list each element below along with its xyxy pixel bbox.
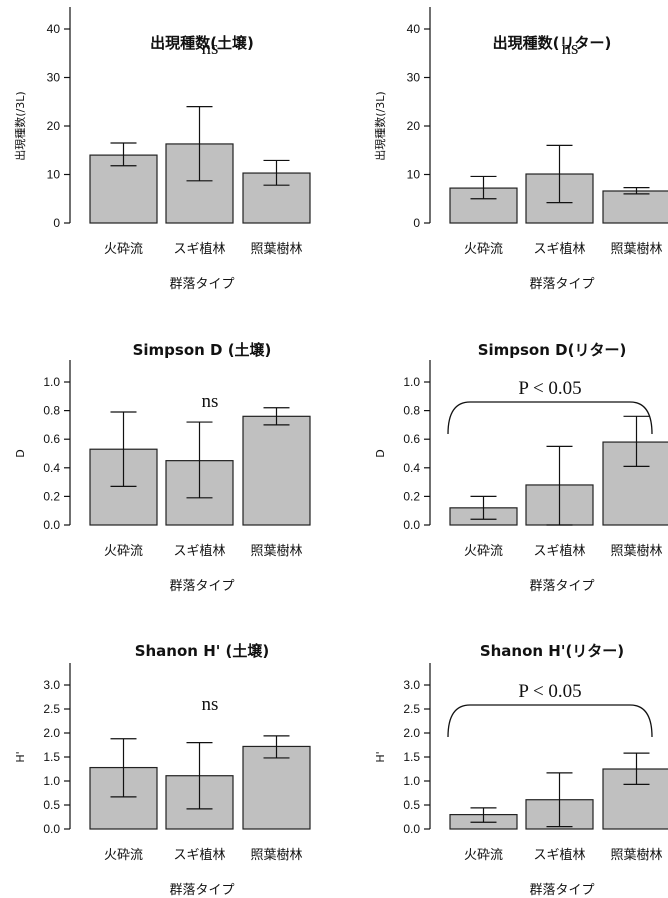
x-axis-label: 群落タイプ	[529, 579, 594, 594]
x-axis-label: 群落タイプ	[169, 883, 234, 898]
y-tick-label: 2.5	[43, 702, 60, 716]
significance-label: ns	[202, 391, 219, 412]
y-tick-label: 0.5	[43, 798, 60, 812]
y-tick-label: 0.6	[403, 432, 420, 446]
y-tick-label: 20	[407, 119, 421, 133]
x-axis-label: 群落タイプ	[169, 277, 234, 292]
y-tick-label: 0.4	[403, 461, 420, 475]
chart-title: Simpson D (土壌)	[133, 341, 272, 359]
significance-bracket	[447, 401, 653, 435]
y-tick-label: 20	[47, 119, 61, 133]
category-label: 火砕流	[464, 242, 503, 257]
y-tick-label: 0.0	[403, 822, 420, 836]
y-tick-label: 0.2	[403, 489, 420, 503]
y-axis-label: D	[14, 449, 27, 457]
y-tick-label: 1.0	[43, 774, 60, 788]
significance-label: ns	[562, 38, 579, 59]
chart-title: Shanon H' (土壌)	[135, 642, 270, 660]
y-tick-label: 0.0	[403, 518, 420, 532]
y-axis-label: H'	[14, 751, 27, 762]
chart-panel-2: 出現種数(リター) 0 10 20 30 40 出現種数(/3L) 火砕流 スギ植林 照葉樹林群落…	[373, 7, 668, 292]
significance-label: P < 0.05	[518, 681, 581, 702]
y-axis-label: H'	[374, 751, 387, 762]
chart-title: 出現種数(土壌)	[150, 34, 254, 52]
category-label: 照葉樹林	[610, 848, 662, 863]
category-label: 照葉樹林	[250, 848, 302, 863]
y-tick-label: 0.4	[43, 461, 60, 475]
category-label: スギ植林	[173, 848, 225, 863]
bar-3	[602, 190, 668, 224]
x-axis-label: 群落タイプ	[169, 579, 234, 594]
y-tick-label: 2.0	[43, 726, 60, 740]
y-tick-label: 0.2	[43, 489, 60, 503]
category-label: 火砕流	[104, 242, 143, 257]
chart-panel-6: Shanon H'(リター) 0.0 0.5 1.0 1.5 2.0 2.5 3.0 H' 火砕流…	[374, 642, 668, 898]
y-tick-label: 30	[47, 71, 61, 85]
category-label: スギ植林	[173, 544, 225, 559]
y-tick-label: 0.5	[403, 798, 420, 812]
y-axis-label: 出現種数(/3L)	[13, 91, 27, 160]
chart-panel-3: Simpson D (土壌) 0.0 0.2 0.4 0.6 0.8 1.0 D 火砕流 スギ植林…	[14, 341, 311, 594]
y-tick-label: 1.0	[403, 375, 420, 389]
significance-label: P < 0.05	[518, 378, 581, 399]
y-tick-label: 10	[47, 168, 61, 182]
bar-3	[242, 415, 311, 526]
y-tick-label: 30	[407, 71, 421, 85]
y-tick-label: 40	[47, 22, 61, 36]
y-tick-label: 3.0	[43, 678, 60, 692]
y-tick-label: 40	[407, 22, 421, 36]
category-label: 火砕流	[104, 544, 143, 559]
y-tick-label: 1.0	[403, 774, 420, 788]
y-tick-label: 0	[413, 216, 420, 230]
y-tick-label: 0	[53, 216, 60, 230]
y-tick-label: 10	[407, 168, 421, 182]
y-tick-label: 2.5	[403, 702, 420, 716]
y-tick-label: 3.0	[403, 678, 420, 692]
y-tick-label: 0.0	[43, 822, 60, 836]
chart-title: Shanon H'(リター)	[480, 642, 624, 660]
category-label: 照葉樹林	[250, 242, 302, 257]
chart-panel-1: 出現種数(土壌) 0 10 20 30 40 出現種数(/3L) 火砕流 スギ植林 照葉樹林群落タ…	[13, 7, 311, 292]
bar-3	[242, 745, 311, 830]
y-axis-label: D	[374, 449, 387, 457]
category-label: スギ植林	[533, 848, 585, 863]
y-tick-label: 0.6	[43, 432, 60, 446]
category-label: スギ植林	[533, 544, 585, 559]
chart-title: Simpson D(リター)	[478, 341, 627, 359]
y-axis-label: 出現種数(/3L)	[373, 91, 387, 160]
category-label: スギ植林	[533, 242, 585, 257]
significance-bracket	[447, 704, 653, 738]
x-axis-label: 群落タイプ	[529, 883, 594, 898]
category-label: スギ植林	[173, 242, 225, 257]
category-label: 火砕流	[464, 848, 503, 863]
category-label: 照葉樹林	[610, 242, 662, 257]
significance-label: ns	[202, 38, 219, 59]
chart-panel-4: Simpson D(リター) 0.0 0.2 0.4 0.6 0.8 1.0 D 火砕流 スギ植林…	[374, 341, 668, 594]
chart-panel-5: Shanon H' (土壌) 0.0 0.5 1.0 1.5 2.0 2.5 3.0 H' 火砕流…	[14, 642, 311, 898]
y-tick-label: 2.0	[403, 726, 420, 740]
category-label: 火砕流	[464, 544, 503, 559]
x-axis-label: 群落タイプ	[529, 277, 594, 292]
y-tick-label: 1.5	[403, 750, 420, 764]
y-tick-label: 1.0	[43, 375, 60, 389]
bar-1	[89, 154, 158, 224]
chart-title: 出現種数(リター)	[493, 34, 612, 52]
bar-3	[602, 768, 668, 830]
y-tick-label: 0.8	[43, 404, 60, 418]
category-label: 照葉樹林	[250, 544, 302, 559]
category-label: 火砕流	[104, 848, 143, 863]
category-label: 照葉樹林	[610, 544, 662, 559]
y-tick-label: 0.8	[403, 404, 420, 418]
y-tick-label: 1.5	[43, 750, 60, 764]
y-tick-label: 0.0	[43, 518, 60, 532]
bar-3	[602, 441, 668, 526]
significance-label: ns	[202, 694, 219, 715]
